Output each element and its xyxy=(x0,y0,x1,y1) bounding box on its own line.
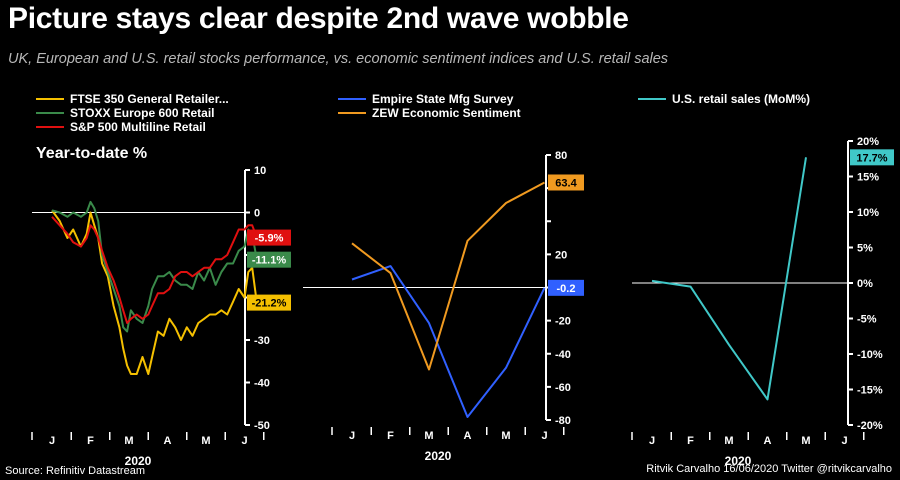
y-tick-label: -20% xyxy=(857,420,883,432)
legend-swatch-zew xyxy=(338,112,366,114)
legend-panel-2: Empire State Mfg Survey ZEW Economic Sen… xyxy=(338,92,521,120)
x-axis-year-label: 2020 xyxy=(125,454,152,468)
legend-item-empire: Empire State Mfg Survey xyxy=(338,92,521,106)
x-tick-label: J xyxy=(841,435,847,447)
x-axis-year-label: 2020 xyxy=(725,454,752,468)
source-note: Source: Refinitiv Datastream xyxy=(5,465,145,477)
legend-swatch-sp xyxy=(36,126,64,128)
x-tick-label: F xyxy=(387,430,394,442)
x-tick-label: M xyxy=(424,430,433,442)
legend-panel-1: FTSE 350 General Retailer... STOXX Europ… xyxy=(36,92,229,134)
legend-swatch-retail xyxy=(638,98,666,100)
x-tick-label: M xyxy=(201,435,210,447)
legend-panel-3: U.S. retail sales (MoM%) xyxy=(638,92,810,106)
y-tick-label: 15% xyxy=(857,172,879,184)
legend-label-sp: S&P 500 Multiline Retail xyxy=(70,120,206,134)
credit-note: Ritvik Carvalho 16/06/2020 Twitter @ritv… xyxy=(646,463,892,475)
y-tick-label: -20 xyxy=(555,316,571,328)
x-tick-label: J xyxy=(241,435,247,447)
y-tick-label: -80 xyxy=(555,415,571,427)
x-tick-label: J xyxy=(49,435,55,447)
series-line-zew xyxy=(351,181,545,371)
end-label-box-empire xyxy=(548,279,584,296)
x-tick-label: M xyxy=(501,430,510,442)
legend-label-ftse: FTSE 350 General Retailer... xyxy=(70,92,229,106)
end-label-retail: 17.7% xyxy=(856,152,887,164)
end-label-box-retail xyxy=(850,149,894,166)
end-label-sp: -5.9% xyxy=(255,233,284,245)
series-line-ftse xyxy=(51,209,258,375)
legend-item-retail: U.S. retail sales (MoM%) xyxy=(638,92,810,106)
y-tick-label: -5% xyxy=(857,314,877,326)
x-tick-label: M xyxy=(124,435,133,447)
y-tick-label: -10% xyxy=(857,349,883,361)
y-tick-label: -60 xyxy=(555,382,571,394)
y-tick-label: 80 xyxy=(555,150,567,162)
legend-swatch-empire xyxy=(338,98,366,100)
series-line-sp xyxy=(51,216,258,324)
legend-swatch-stoxx xyxy=(36,112,64,114)
series-line-empire xyxy=(351,265,546,418)
panel-1-axis-label: Year-to-date % xyxy=(36,145,148,162)
y-tick-label: -15% xyxy=(857,385,883,397)
y-tick-label: 0% xyxy=(857,278,873,290)
y-tick-label: -50 xyxy=(254,420,270,432)
legend-label-empire: Empire State Mfg Survey xyxy=(372,92,514,106)
legend-label-stoxx: STOXX Europe 600 Retail xyxy=(70,106,215,120)
page-subtitle: UK, European and U.S. retail stocks perf… xyxy=(8,51,669,67)
end-label-box-ftse xyxy=(247,294,291,311)
x-tick-label: A xyxy=(464,430,472,442)
legend-label-retail: U.S. retail sales (MoM%) xyxy=(672,92,811,106)
end-label-box-zew xyxy=(548,174,584,191)
x-tick-label: A xyxy=(764,435,772,447)
end-label-ftse: -21.2% xyxy=(252,298,287,310)
legend-item-stoxx: STOXX Europe 600 Retail xyxy=(36,106,229,120)
y-tick-label: 20 xyxy=(555,249,567,261)
end-label-empire: -0.2 xyxy=(557,283,576,295)
y-tick-label: 10 xyxy=(254,165,266,177)
y-tick-label: 0 xyxy=(254,208,260,220)
y-tick-label: 10% xyxy=(857,207,879,219)
end-label-box-sp xyxy=(247,229,291,246)
x-tick-label: J xyxy=(649,435,655,447)
y-tick-label: 20% xyxy=(857,136,879,148)
x-tick-label: M xyxy=(724,435,733,447)
page-title: Picture stays clear despite 2nd wave wob… xyxy=(8,2,629,35)
x-tick-label: F xyxy=(87,435,94,447)
x-tick-label: J xyxy=(349,430,355,442)
end-label-zew: 63.4 xyxy=(555,177,577,189)
x-tick-label: M xyxy=(801,435,810,447)
legend-item-ftse: FTSE 350 General Retailer... xyxy=(36,92,229,106)
legend-item-zew: ZEW Economic Sentiment xyxy=(338,106,521,120)
series-line-retail xyxy=(651,157,807,401)
y-tick-label: -40 xyxy=(254,378,270,390)
legend-item-sp: S&P 500 Multiline Retail xyxy=(36,120,229,134)
y-tick-label: -40 xyxy=(555,349,571,361)
x-tick-label: J xyxy=(541,430,547,442)
legend-label-zew: ZEW Economic Sentiment xyxy=(372,106,521,120)
series-line-stoxx xyxy=(51,200,258,333)
y-tick-label: 5% xyxy=(857,243,873,255)
end-label-box-stoxx xyxy=(247,251,291,268)
x-tick-label: A xyxy=(164,435,172,447)
x-axis-year-label: 2020 xyxy=(425,449,452,463)
x-tick-label: F xyxy=(687,435,694,447)
y-tick-label: -30 xyxy=(254,335,270,347)
end-label-stoxx: -11.1% xyxy=(252,255,286,267)
legend-swatch-ftse xyxy=(36,98,64,100)
